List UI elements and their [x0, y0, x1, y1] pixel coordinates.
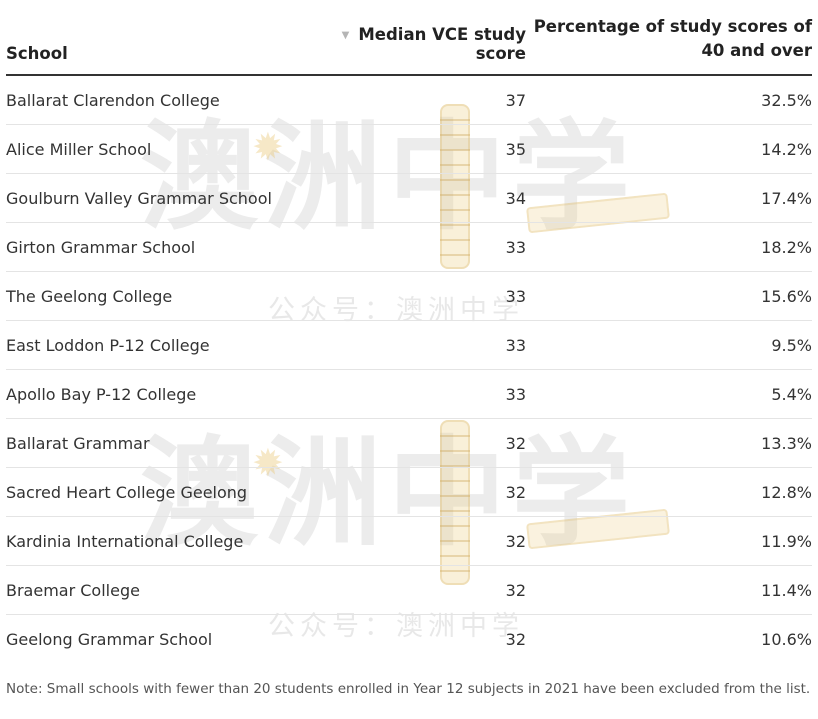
table-row: Girton Grammar School 33 18.2%	[6, 222, 812, 272]
table-row: Sacred Heart College Geelong 32 12.8%	[6, 467, 812, 517]
median-score-cell: 33	[302, 320, 526, 370]
school-ranking-table: School ▼ Median VCE study score Percentag…	[6, 0, 812, 663]
table-row: Ballarat Grammar 32 13.3%	[6, 418, 812, 468]
median-score-cell: 33	[302, 222, 526, 272]
table-header-row: School ▼ Median VCE study score Percentag…	[6, 0, 812, 76]
column-header-percentage[interactable]: Percentage of study scores of 40 and over	[526, 0, 812, 76]
school-name-cell: Apollo Bay P-12 College	[6, 369, 302, 419]
percentage-cell: 9.5%	[526, 320, 812, 370]
school-name-cell: Alice Miller School	[6, 124, 302, 174]
median-score-cell: 32	[302, 565, 526, 615]
footnote: Note: Small schools with fewer than 20 s…	[6, 681, 811, 697]
table-row: Apollo Bay P-12 College 33 5.4%	[6, 369, 812, 419]
median-score-cell: 37	[302, 75, 526, 125]
percentage-cell: 18.2%	[526, 222, 812, 272]
table-row: East Loddon P-12 College 33 9.5%	[6, 320, 812, 370]
school-name-cell: Girton Grammar School	[6, 222, 302, 272]
table-row: Kardinia International College 32 11.9%	[6, 516, 812, 566]
percentage-cell: 5.4%	[526, 369, 812, 419]
table-row: Braemar College 32 11.4%	[6, 565, 812, 615]
table-row: Ballarat Clarendon College 37 32.5%	[6, 75, 812, 125]
median-score-cell: 32	[505, 629, 526, 649]
school-name-cell: East Loddon P-12 College	[6, 320, 302, 370]
median-score-cell: 34	[302, 173, 526, 223]
median-score-cell: 33	[302, 369, 526, 419]
school-name-cell: Braemar College	[6, 565, 302, 615]
table-row: The Geelong College 33 15.6%	[6, 271, 812, 321]
percentage-cell: 11.4%	[526, 565, 812, 615]
percentage-cell: 14.2%	[526, 124, 812, 174]
percentage-cell: 32.5%	[526, 75, 812, 125]
percentage-cell: 13.3%	[526, 418, 812, 468]
table-row: Alice Miller School 35 14.2%	[6, 124, 812, 174]
median-score-cell: 35	[302, 124, 526, 174]
column-header-school[interactable]: School	[6, 0, 302, 76]
percentage-cell: 17.4%	[526, 173, 812, 223]
table-row: Geelong Grammar School 32 10.6%	[6, 615, 812, 664]
column-header-percentage-line1: Percentage of study scores of	[533, 17, 812, 37]
school-name-cell: Kardinia International College	[6, 516, 302, 566]
school-name-cell: Goulburn Valley Grammar School	[6, 173, 302, 223]
column-header-median-score[interactable]: ▼ Median VCE study score	[302, 0, 526, 76]
table-row: Goulburn Valley Grammar School 34 17.4%	[6, 173, 812, 223]
column-header-median-label: Median VCE study score	[358, 25, 526, 63]
school-name-cell: Ballarat Grammar	[6, 418, 302, 468]
median-score-cell: 33	[302, 271, 526, 321]
percentage-cell: 10.6%	[761, 629, 812, 649]
percentage-cell: 12.8%	[526, 467, 812, 517]
median-score-cell: 32	[302, 467, 526, 517]
column-header-percentage-line2: 40 and over	[701, 41, 812, 61]
sort-down-icon[interactable]: ▼	[341, 30, 350, 41]
school-name-cell: Geelong Grammar School	[6, 629, 213, 649]
school-name-cell: The Geelong College	[6, 271, 302, 321]
median-score-cell: 32	[302, 516, 526, 566]
school-name-cell: Sacred Heart College Geelong	[6, 467, 302, 517]
percentage-cell: 15.6%	[526, 271, 812, 321]
median-score-cell: 32	[302, 418, 526, 468]
school-name-cell: Ballarat Clarendon College	[6, 75, 302, 125]
percentage-cell: 11.9%	[526, 516, 812, 566]
